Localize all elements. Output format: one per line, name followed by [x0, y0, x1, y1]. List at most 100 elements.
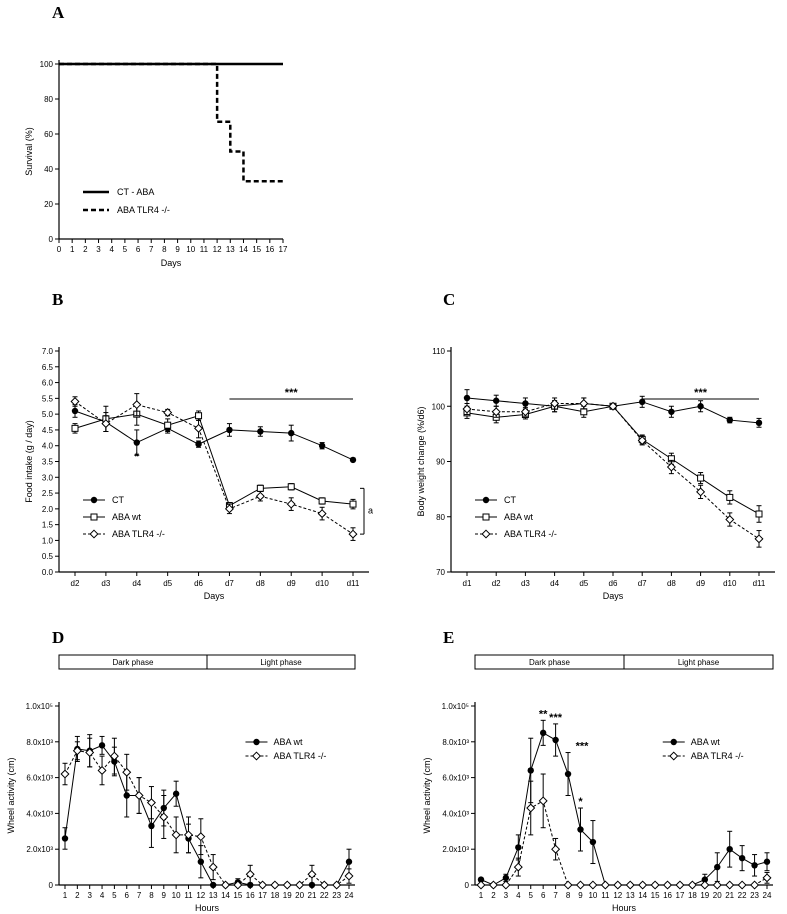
- data-point: [295, 880, 305, 890]
- data-point: [726, 493, 734, 501]
- legend-marker-0: [90, 496, 98, 504]
- x-tick-label: d4: [132, 579, 141, 588]
- data-point: [197, 858, 205, 865]
- data-point: [208, 862, 218, 872]
- y-axis-label: Body weight change (%/d6): [416, 406, 426, 516]
- significance-annotation-1: ***: [549, 712, 563, 724]
- y-tick-label: 4.0x10³: [442, 809, 469, 818]
- y-tick-label: 0.0: [42, 568, 54, 577]
- y-tick-label: 6.0x10³: [442, 774, 469, 783]
- data-point: [488, 880, 498, 890]
- x-tick-label: 9: [162, 891, 167, 900]
- data-point: [625, 880, 635, 890]
- light-phase-label: Light phase: [260, 658, 302, 667]
- legend-label-1: ABA TLR4 -/-: [691, 751, 744, 761]
- x-tick-label: 10: [588, 891, 597, 900]
- x-tick-label: 12: [196, 891, 205, 900]
- x-tick-label: 16: [663, 891, 672, 900]
- data-point: [317, 509, 327, 519]
- data-point: [286, 499, 296, 509]
- data-point: [575, 880, 585, 890]
- data-point: [221, 880, 231, 890]
- data-point: [319, 880, 329, 890]
- x-tick-label: 13: [209, 891, 218, 900]
- data-point: [345, 858, 353, 865]
- x-tick-label: 13: [226, 245, 235, 254]
- data-point: [349, 456, 357, 464]
- y-tick-label: 90: [436, 458, 445, 467]
- legend-marker-1: [669, 751, 679, 761]
- data-point: [527, 767, 534, 774]
- y-tick-label: 100: [432, 402, 446, 411]
- x-tick-label: 19: [700, 891, 709, 900]
- data-point: [282, 880, 292, 890]
- x-tick-label: 15: [252, 245, 261, 254]
- data-point: [577, 826, 584, 833]
- y-tick-label: 0.5: [42, 552, 54, 561]
- x-tick-label: 6: [136, 245, 141, 254]
- legend-marker-2: [481, 529, 491, 539]
- y-tick-label: 1.0x10⁵: [442, 702, 469, 711]
- y-axis-label: Survival (%): [24, 127, 34, 176]
- data-point: [726, 416, 733, 424]
- x-tick-label: 9: [175, 245, 180, 254]
- data-point: [258, 880, 268, 890]
- x-tick-label: d5: [163, 579, 172, 588]
- x-tick-label: d8: [256, 579, 265, 588]
- x-tick-label: 10: [172, 891, 181, 900]
- legend-label-0: CT: [112, 495, 124, 505]
- data-point: [97, 765, 107, 775]
- x-tick-label: 7: [149, 245, 154, 254]
- data-point: [85, 748, 95, 758]
- y-tick-label: 2.0x10³: [26, 845, 53, 854]
- series-line-0: [64, 744, 350, 886]
- data-point: [287, 483, 295, 491]
- data-point: [696, 487, 706, 497]
- annotation-star-d4: *: [135, 451, 140, 463]
- data-point: [172, 790, 180, 797]
- data-point: [600, 880, 610, 890]
- x-axis-label: Hours: [195, 903, 220, 913]
- x-tick-label: 20: [295, 891, 304, 900]
- x-tick-label: 24: [763, 891, 772, 900]
- y-tick-label: 2.0: [42, 505, 54, 514]
- dark-phase-label: Dark phase: [113, 658, 154, 667]
- x-tick-label: 13: [626, 891, 635, 900]
- data-point: [639, 398, 646, 406]
- data-point: [539, 729, 547, 737]
- y-tick-label: 3.0: [42, 473, 54, 482]
- y-tick-label: 3.5: [42, 458, 54, 467]
- legend-label-1: ABA wt: [504, 512, 534, 522]
- significance-annotation-0: **: [539, 708, 548, 720]
- data-point: [697, 403, 704, 410]
- legend-label-0: ABA wt: [691, 737, 721, 747]
- data-point: [762, 873, 772, 883]
- data-point: [196, 832, 206, 842]
- x-tick-label: 24: [345, 891, 354, 900]
- legend-label-0: CT: [504, 495, 516, 505]
- x-tick-label: d5: [579, 579, 588, 588]
- data-point: [491, 407, 501, 417]
- data-point: [755, 510, 763, 518]
- x-tick-label: 16: [265, 245, 274, 254]
- data-point: [134, 790, 144, 801]
- x-tick-label: 1: [70, 245, 75, 254]
- data-point: [72, 746, 82, 756]
- data-point: [687, 880, 697, 890]
- data-point: [307, 869, 317, 879]
- data-point: [666, 462, 676, 472]
- data-point: [159, 812, 169, 822]
- data-point: [714, 863, 721, 871]
- x-tick-label: 21: [725, 891, 734, 900]
- y-tick-label: 80: [436, 513, 445, 522]
- y-tick-label: 60: [44, 130, 53, 139]
- data-point: [712, 880, 722, 890]
- data-point: [589, 838, 597, 846]
- x-tick-label: 3: [96, 245, 101, 254]
- data-point: [256, 484, 264, 492]
- data-point: [701, 876, 709, 883]
- x-tick-label: 6: [541, 891, 546, 900]
